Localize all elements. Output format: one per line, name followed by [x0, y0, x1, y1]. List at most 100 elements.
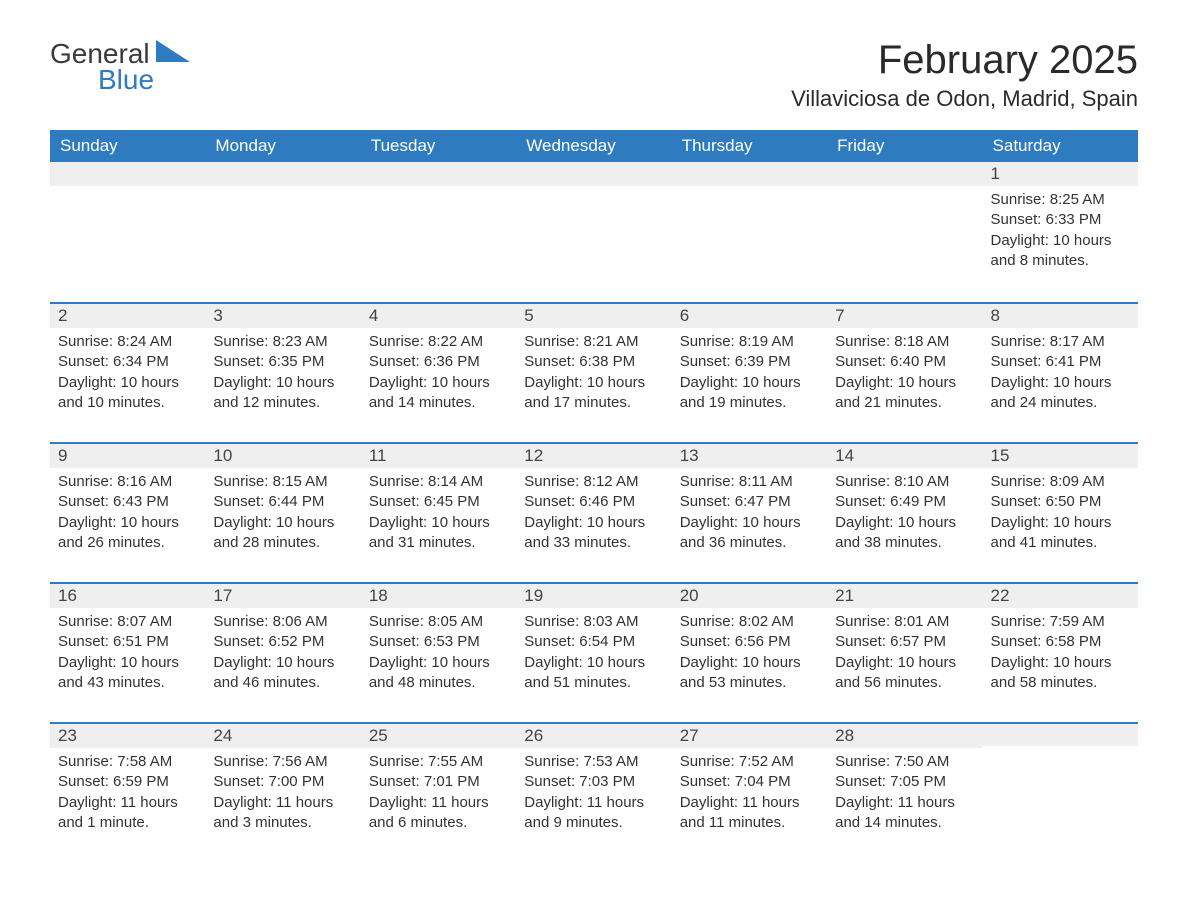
daylight-line: Daylight: 10 hours and 41 minutes.	[991, 513, 1130, 554]
calendar-day-cell: 25Sunrise: 7:55 AMSunset: 7:01 PMDayligh…	[361, 722, 516, 862]
sunset-line: Sunset: 6:45 PM	[369, 492, 508, 512]
brand-logo: General Blue	[50, 40, 190, 94]
day-number: 10	[205, 442, 360, 468]
sunset-line: Sunset: 6:59 PM	[58, 772, 197, 792]
sunrise-line: Sunrise: 8:02 AM	[680, 612, 819, 632]
day-number: 9	[50, 442, 205, 468]
sunset-line: Sunset: 6:54 PM	[524, 632, 663, 652]
daylight-line: Daylight: 11 hours and 3 minutes.	[213, 793, 352, 834]
day-number: 26	[516, 722, 671, 748]
sunset-line: Sunset: 6:36 PM	[369, 352, 508, 372]
daylight-line: Daylight: 10 hours and 24 minutes.	[991, 373, 1130, 414]
day-body: Sunrise: 8:07 AMSunset: 6:51 PMDaylight:…	[50, 608, 205, 701]
weekday-header: Friday	[827, 130, 982, 162]
calendar-day-cell: 22Sunrise: 7:59 AMSunset: 6:58 PMDayligh…	[983, 582, 1138, 722]
daylight-line: Daylight: 10 hours and 14 minutes.	[369, 373, 508, 414]
daylight-line: Daylight: 10 hours and 8 minutes.	[991, 231, 1130, 272]
calendar-empty-cell	[50, 162, 205, 302]
sunrise-line: Sunrise: 8:11 AM	[680, 472, 819, 492]
calendar-day-cell: 26Sunrise: 7:53 AMSunset: 7:03 PMDayligh…	[516, 722, 671, 862]
day-body: Sunrise: 8:17 AMSunset: 6:41 PMDaylight:…	[983, 328, 1138, 421]
calendar-day-cell: 28Sunrise: 7:50 AMSunset: 7:05 PMDayligh…	[827, 722, 982, 862]
day-body: Sunrise: 8:15 AMSunset: 6:44 PMDaylight:…	[205, 468, 360, 561]
calendar-day-cell: 21Sunrise: 8:01 AMSunset: 6:57 PMDayligh…	[827, 582, 982, 722]
sunrise-line: Sunrise: 8:21 AM	[524, 332, 663, 352]
sunrise-line: Sunrise: 8:24 AM	[58, 332, 197, 352]
day-body: Sunrise: 7:50 AMSunset: 7:05 PMDaylight:…	[827, 748, 982, 841]
calendar-empty-cell	[516, 162, 671, 302]
sunrise-line: Sunrise: 8:17 AM	[991, 332, 1130, 352]
day-number: 11	[361, 442, 516, 468]
weekday-header: Monday	[205, 130, 360, 162]
sunset-line: Sunset: 6:46 PM	[524, 492, 663, 512]
daylight-line: Daylight: 10 hours and 38 minutes.	[835, 513, 974, 554]
day-body: Sunrise: 8:02 AMSunset: 6:56 PMDaylight:…	[672, 608, 827, 701]
calendar-empty-cell	[672, 162, 827, 302]
day-number: 27	[672, 722, 827, 748]
day-body: Sunrise: 8:11 AMSunset: 6:47 PMDaylight:…	[672, 468, 827, 561]
day-number: 3	[205, 302, 360, 328]
day-body: Sunrise: 8:23 AMSunset: 6:35 PMDaylight:…	[205, 328, 360, 421]
sunrise-line: Sunrise: 7:56 AM	[213, 752, 352, 772]
title-block: February 2025 Villaviciosa de Odon, Madr…	[791, 40, 1138, 112]
day-body: Sunrise: 8:09 AMSunset: 6:50 PMDaylight:…	[983, 468, 1138, 561]
sunrise-line: Sunrise: 7:59 AM	[991, 612, 1130, 632]
calendar-day-cell: 3Sunrise: 8:23 AMSunset: 6:35 PMDaylight…	[205, 302, 360, 442]
day-body: Sunrise: 8:10 AMSunset: 6:49 PMDaylight:…	[827, 468, 982, 561]
calendar-header-row: SundayMondayTuesdayWednesdayThursdayFrid…	[50, 130, 1138, 162]
day-number: 24	[205, 722, 360, 748]
day-number: 12	[516, 442, 671, 468]
calendar-day-cell: 24Sunrise: 7:56 AMSunset: 7:00 PMDayligh…	[205, 722, 360, 862]
daylight-line: Daylight: 11 hours and 6 minutes.	[369, 793, 508, 834]
empty-day-number-row	[672, 162, 827, 186]
sunset-line: Sunset: 6:33 PM	[991, 210, 1130, 230]
empty-day-number-row	[205, 162, 360, 186]
sunrise-line: Sunrise: 8:05 AM	[369, 612, 508, 632]
sunrise-line: Sunrise: 8:06 AM	[213, 612, 352, 632]
calendar-day-cell: 11Sunrise: 8:14 AMSunset: 6:45 PMDayligh…	[361, 442, 516, 582]
sunset-line: Sunset: 6:51 PM	[58, 632, 197, 652]
daylight-line: Daylight: 11 hours and 11 minutes.	[680, 793, 819, 834]
sunset-line: Sunset: 6:41 PM	[991, 352, 1130, 372]
calendar-day-cell: 16Sunrise: 8:07 AMSunset: 6:51 PMDayligh…	[50, 582, 205, 722]
sunset-line: Sunset: 6:50 PM	[991, 492, 1130, 512]
daylight-line: Daylight: 10 hours and 28 minutes.	[213, 513, 352, 554]
day-number: 7	[827, 302, 982, 328]
daylight-line: Daylight: 10 hours and 26 minutes.	[58, 513, 197, 554]
daylight-line: Daylight: 10 hours and 10 minutes.	[58, 373, 197, 414]
calendar-week-row: 9Sunrise: 8:16 AMSunset: 6:43 PMDaylight…	[50, 442, 1138, 582]
day-number: 5	[516, 302, 671, 328]
sunset-line: Sunset: 6:35 PM	[213, 352, 352, 372]
day-number: 28	[827, 722, 982, 748]
calendar-week-row: 2Sunrise: 8:24 AMSunset: 6:34 PMDaylight…	[50, 302, 1138, 442]
calendar-empty-cell	[361, 162, 516, 302]
sunset-line: Sunset: 6:52 PM	[213, 632, 352, 652]
sunrise-line: Sunrise: 7:53 AM	[524, 752, 663, 772]
weekday-header: Saturday	[983, 130, 1138, 162]
calendar-day-cell: 1Sunrise: 8:25 AMSunset: 6:33 PMDaylight…	[983, 162, 1138, 302]
sunset-line: Sunset: 6:57 PM	[835, 632, 974, 652]
day-body: Sunrise: 8:22 AMSunset: 6:36 PMDaylight:…	[361, 328, 516, 421]
daylight-line: Daylight: 10 hours and 31 minutes.	[369, 513, 508, 554]
sunrise-line: Sunrise: 8:25 AM	[991, 190, 1130, 210]
sunrise-line: Sunrise: 8:12 AM	[524, 472, 663, 492]
sunset-line: Sunset: 6:58 PM	[991, 632, 1130, 652]
calendar-day-cell: 7Sunrise: 8:18 AMSunset: 6:40 PMDaylight…	[827, 302, 982, 442]
calendar-day-cell: 14Sunrise: 8:10 AMSunset: 6:49 PMDayligh…	[827, 442, 982, 582]
calendar-day-cell: 17Sunrise: 8:06 AMSunset: 6:52 PMDayligh…	[205, 582, 360, 722]
day-number: 21	[827, 582, 982, 608]
day-body: Sunrise: 8:21 AMSunset: 6:38 PMDaylight:…	[516, 328, 671, 421]
day-body: Sunrise: 8:19 AMSunset: 6:39 PMDaylight:…	[672, 328, 827, 421]
calendar-day-cell: 19Sunrise: 8:03 AMSunset: 6:54 PMDayligh…	[516, 582, 671, 722]
daylight-line: Daylight: 10 hours and 43 minutes.	[58, 653, 197, 694]
sunrise-line: Sunrise: 7:58 AM	[58, 752, 197, 772]
sunset-line: Sunset: 7:01 PM	[369, 772, 508, 792]
weekday-header: Thursday	[672, 130, 827, 162]
day-number: 14	[827, 442, 982, 468]
location-text: Villaviciosa de Odon, Madrid, Spain	[791, 86, 1138, 112]
empty-day-number-row	[361, 162, 516, 186]
daylight-line: Daylight: 10 hours and 33 minutes.	[524, 513, 663, 554]
sunset-line: Sunset: 6:40 PM	[835, 352, 974, 372]
calendar-empty-cell	[983, 722, 1138, 862]
weekday-header: Sunday	[50, 130, 205, 162]
